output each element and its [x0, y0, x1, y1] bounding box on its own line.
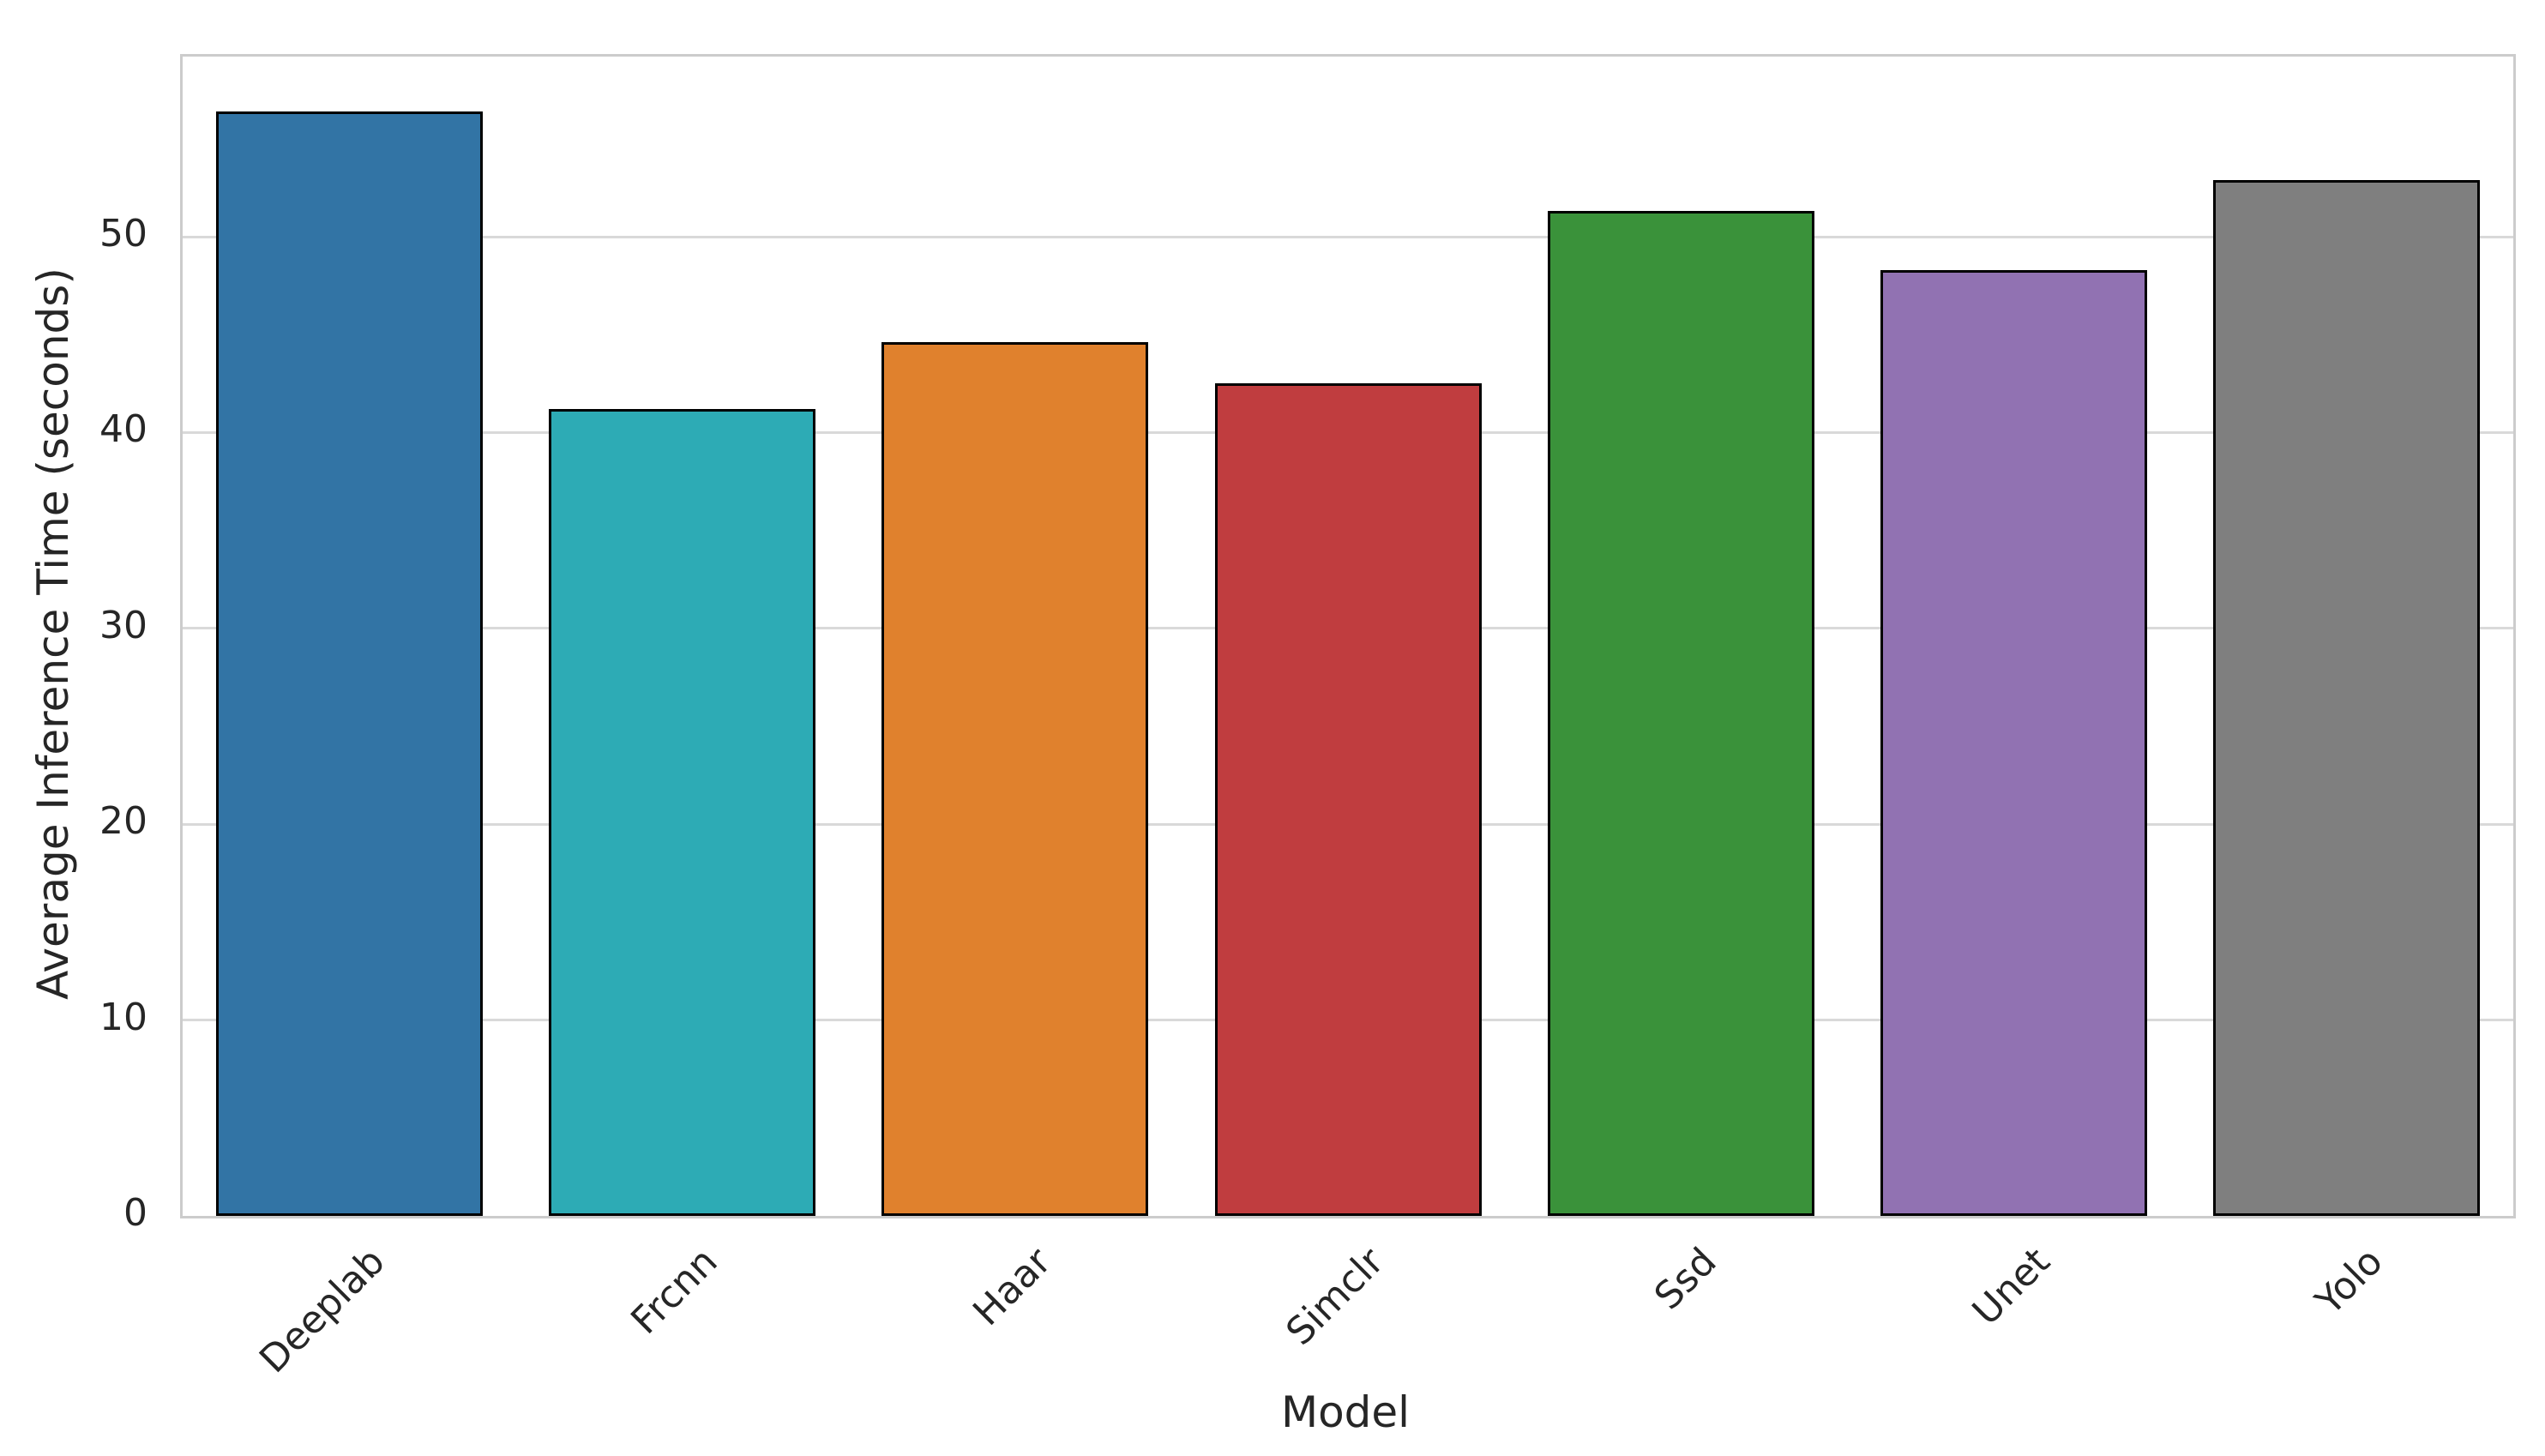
y-tick-label-40: 40: [99, 407, 147, 452]
y-tick-label-50: 50: [99, 212, 147, 256]
x-tick-label-haar: Haar: [964, 1239, 1060, 1334]
bar-ssd: [1548, 211, 1814, 1216]
bar-simclr: [1215, 383, 1482, 1216]
y-tick-label-0: 0: [123, 1191, 147, 1235]
x-tick-label-yolo: Yolo: [2307, 1239, 2392, 1324]
y-tick-label-30: 30: [99, 603, 147, 647]
x-tick-label-deeplab: Deeplab: [251, 1239, 394, 1382]
x-tick-label-ssd: Ssd: [1646, 1239, 1725, 1319]
y-tick-label-20: 20: [99, 799, 147, 844]
bar-deeplab: [216, 111, 483, 1216]
bar-haar: [881, 342, 1148, 1216]
y-axis-title: Average Inference Time (seconds): [28, 268, 78, 1000]
gridline-y-50: [183, 235, 2513, 238]
bar-frcnn: [549, 409, 815, 1216]
plot-area: [180, 54, 2516, 1218]
x-tick-label-simclr: Simclr: [1278, 1239, 1393, 1354]
x-axis-title: Model: [1280, 1387, 1411, 1437]
x-tick-label-frcnn: Frcnn: [623, 1239, 727, 1343]
x-tick-label-unet: Unet: [1964, 1239, 2059, 1334]
bar-yolo: [2213, 180, 2480, 1216]
y-tick-label-10: 10: [99, 995, 147, 1039]
bar-unet: [1880, 270, 2147, 1216]
